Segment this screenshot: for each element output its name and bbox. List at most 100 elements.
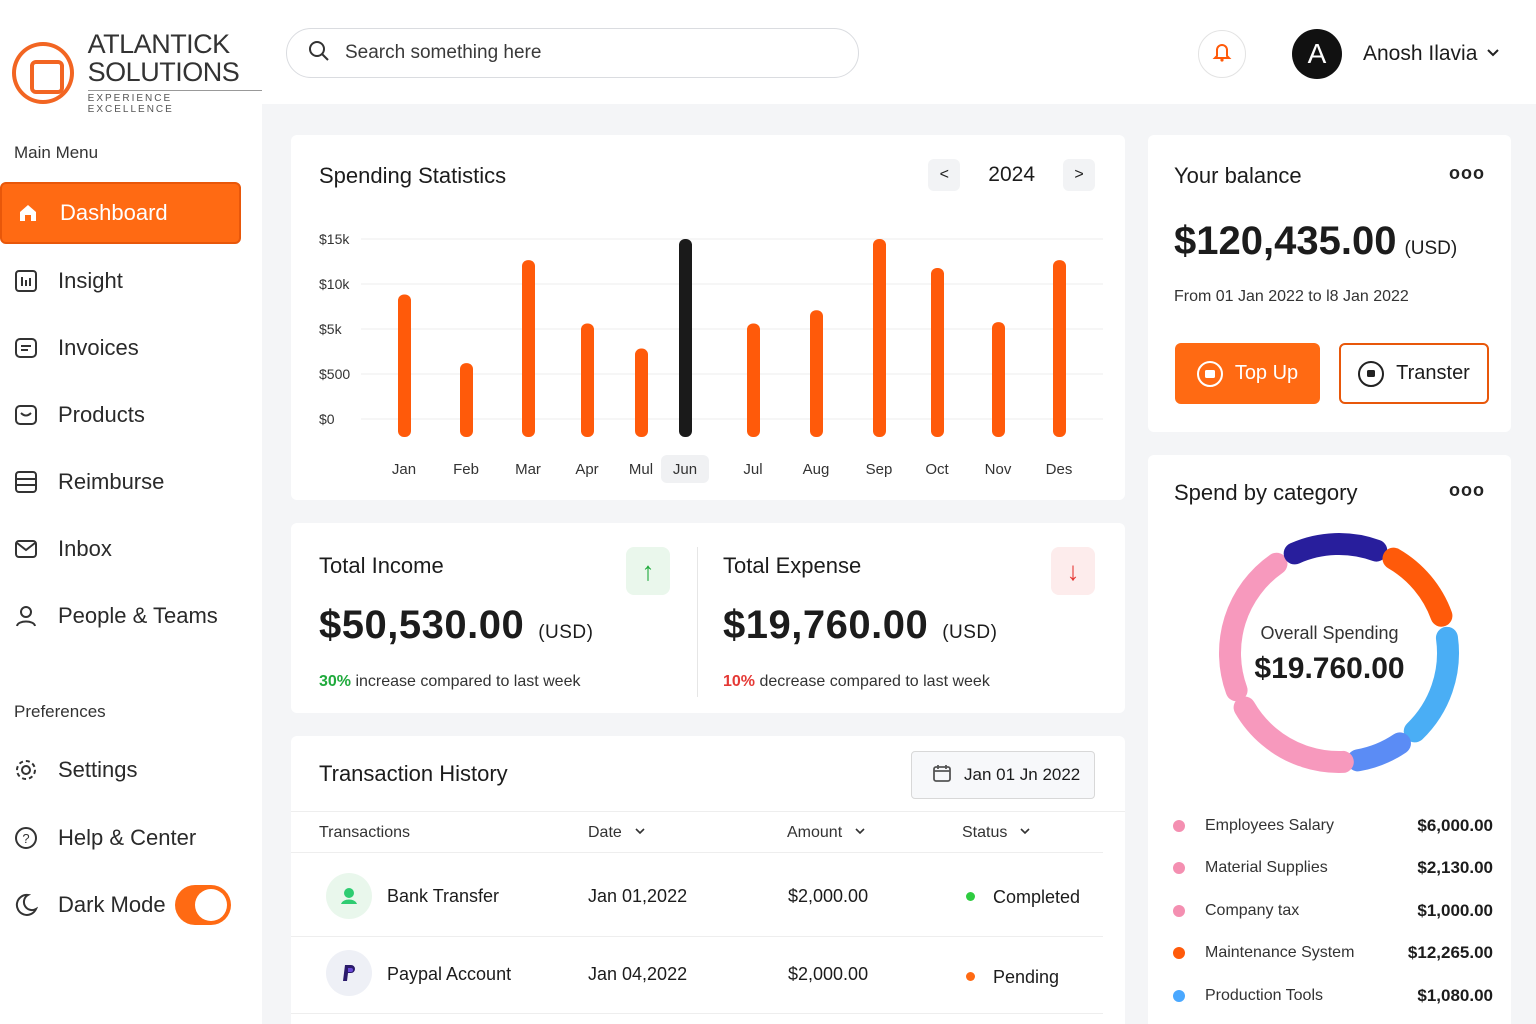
sidebar-item-products[interactable]: Products [0,384,241,446]
chevron-down-icon [634,824,646,842]
user-name[interactable]: Anosh Ilavia [1363,42,1478,65]
bar-mul[interactable] [635,348,648,437]
status-dot [966,891,975,901]
donut-segment[interactable] [1219,552,1288,702]
prev-year-button[interactable]: < [928,159,961,191]
sidebar-item-label: Reimburse [58,469,165,494]
date-filter-button[interactable]: Jan 01 Jn 2022 [911,751,1095,799]
search-bar[interactable]: Search something here [286,28,859,78]
bar-apr[interactable] [581,323,594,437]
sidebar-item-inbox[interactable]: Inbox [0,518,241,580]
spending-bar-chart: $15k $10k $5k $500 $0 Jan Feb Mar Apr Mul Jun Jul Au… [319,231,1103,483]
status-badge: Completed [966,887,1080,908]
more-options-icon[interactable]: ooo [1449,480,1485,500]
donut-segment[interactable] [1382,547,1453,627]
x-tick-label: Mul [629,461,653,478]
chevron-down-icon [854,824,866,842]
status-dot [966,971,975,981]
expense-currency: (USD) [942,622,998,643]
bar-oct[interactable] [931,268,944,437]
bar-feb[interactable] [460,363,473,437]
x-tick-label: Mar [515,461,541,478]
x-tick-label: Apr [575,461,598,478]
y-tick-label: $500 [319,366,350,382]
category-item: Maintenance System $12,265.00 [1173,938,1493,968]
tx-amount: $2,000.00 [788,964,869,984]
divider [291,1013,1103,1014]
bar-jul[interactable] [747,323,760,437]
balance-card: Your balance ooo $120,435.00 (USD) From 0… [1148,135,1511,432]
bar-mar[interactable] [522,260,535,437]
x-tick-label: Aug [803,461,830,478]
more-options-icon[interactable]: ooo [1449,163,1485,183]
dark-mode-toggle[interactable] [175,885,231,925]
transfer-label: Transter [1396,362,1470,384]
chevron-down-icon[interactable] [1485,44,1501,65]
mail-icon [14,537,38,561]
brand-name-line2: SOLUTIONS [87,57,240,87]
x-tick-label: Feb [453,461,479,478]
bar-aug[interactable] [810,310,823,437]
col-transactions: Transactions [319,824,410,841]
col-amount[interactable]: Amount [787,824,866,842]
divider [291,811,1125,812]
invoice-icon [14,336,38,360]
col-status[interactable]: Status [962,824,1031,842]
donut-segment[interactable] [1403,626,1459,743]
income-amount: $50,530.00 (USD) [319,603,594,647]
help-icon: ? [14,826,38,850]
tx-date: Jan 04,2022 [588,964,688,984]
donut-segment[interactable] [1283,533,1388,565]
bell-icon [1211,41,1233,68]
donut-segment[interactable] [1346,732,1411,772]
notification-button[interactable] [1198,30,1246,78]
divider [291,936,1103,937]
sidebar-item-help-center[interactable]: ? Help & Center [0,807,241,869]
sidebar-item-invoices[interactable]: Invoices [0,317,241,379]
avatar[interactable]: A [1292,29,1342,79]
sidebar-item-insight[interactable]: Insight [0,250,241,312]
category-item: Production Tools $1,080.00 [1173,981,1493,1011]
transactions-title: Transaction History [319,761,508,786]
legend-dot [1173,862,1185,874]
donut-segment[interactable] [1294,745,1354,773]
brand-logo[interactable]: ATLANTICK SOLUTIONS EXPERIENCE EXCELLENC… [12,30,262,115]
donut-center-label: Overall Spending [1260,623,1399,643]
balance-amount: $120,435.00 (USD) [1174,219,1458,263]
arrow-down-icon: ↓ [1051,547,1095,595]
sidebar-item-settings[interactable]: Settings [0,739,241,801]
calendar-icon [932,763,952,788]
paypal-icon [326,950,372,996]
top-header: Search something here A Anosh Ilavia [262,0,1536,104]
income-expense-card: Total Income ↑ $50,530.00 (USD) 30% incre… [291,523,1125,713]
table-row[interactable]: Bank Transfer Jan 01,2022 $2,000.00 Comp… [291,859,1125,937]
sidebar-item-dashboard[interactable]: Dashboard [0,182,241,244]
bar-jan[interactable] [398,294,411,437]
bar-jun[interactable] [679,239,692,437]
bar-des[interactable] [1053,260,1066,437]
category-donut-chart [1219,533,1459,773]
sidebar-item-people-teams[interactable]: People & Teams [0,585,241,647]
tx-name: Paypal Account [387,964,512,984]
donut-segment[interactable] [1233,696,1313,767]
legend-dot [1173,990,1185,1002]
y-tick-label: $5k [319,321,343,337]
top-up-button[interactable]: Top Up [1175,343,1320,404]
bar-sep[interactable] [873,239,886,437]
y-tick-label: $10k [319,276,350,292]
transfer-button[interactable]: Transter [1339,343,1489,404]
expense-pct: 10% [723,673,756,690]
balance-title: Your balance [1174,163,1302,188]
x-tick-label: Sep [866,461,893,478]
legend-dot [1173,905,1185,917]
table-row[interactable]: Paypal Account Jan 04,2022 $2,000.00 Pen… [291,936,1125,1014]
balance-currency: (USD) [1404,238,1458,259]
col-date[interactable]: Date [588,824,646,842]
svg-text:?: ? [22,831,29,846]
tx-date: Jan 01,2022 [588,886,688,906]
bar-nov[interactable] [992,322,1005,437]
search-input[interactable]: Search something here [345,42,542,63]
x-tick-label: Oct [925,461,949,478]
next-year-button[interactable]: > [1063,159,1095,191]
sidebar-item-reimburse[interactable]: Reimburse [0,451,241,513]
